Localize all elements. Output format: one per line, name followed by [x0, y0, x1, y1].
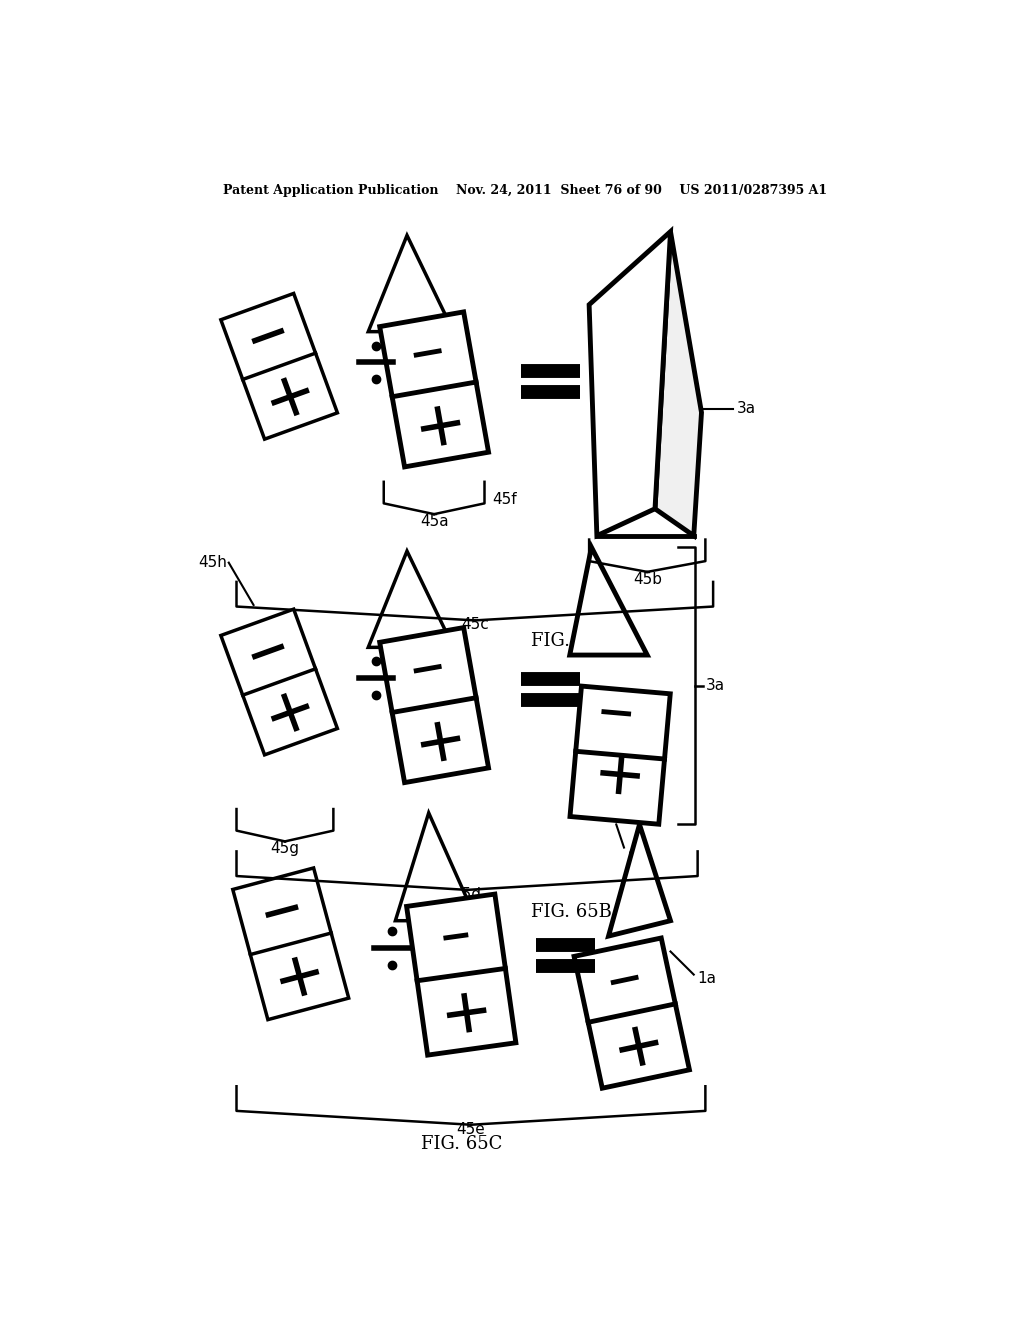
Polygon shape	[589, 231, 671, 536]
Text: FIG. 65B: FIG. 65B	[531, 903, 612, 921]
Polygon shape	[380, 312, 488, 467]
Polygon shape	[380, 627, 488, 783]
Text: 45f: 45f	[493, 492, 517, 507]
Text: 2a: 2a	[628, 851, 647, 866]
Text: 45c: 45c	[461, 618, 488, 632]
Text: 45b: 45b	[633, 572, 662, 587]
Text: 1a: 1a	[697, 972, 717, 986]
Polygon shape	[395, 813, 477, 921]
Text: 45e: 45e	[457, 1122, 485, 1137]
Polygon shape	[221, 609, 337, 755]
Text: 45d: 45d	[453, 887, 481, 902]
Polygon shape	[407, 894, 516, 1055]
Text: 45g: 45g	[270, 841, 299, 857]
Polygon shape	[655, 231, 701, 536]
Polygon shape	[369, 235, 454, 331]
Polygon shape	[569, 548, 647, 655]
Polygon shape	[221, 293, 337, 440]
Text: FIG. 65C: FIG. 65C	[421, 1135, 502, 1152]
Polygon shape	[574, 939, 689, 1088]
Polygon shape	[232, 869, 349, 1019]
Text: 45a: 45a	[420, 515, 449, 529]
Text: 3a: 3a	[707, 678, 725, 693]
Polygon shape	[608, 825, 671, 936]
Text: 45h: 45h	[199, 556, 227, 570]
Text: Patent Application Publication    Nov. 24, 2011  Sheet 76 of 90    US 2011/02873: Patent Application Publication Nov. 24, …	[223, 185, 826, 197]
Text: FIG. 65A: FIG. 65A	[531, 632, 611, 649]
Polygon shape	[570, 686, 671, 824]
Polygon shape	[369, 552, 454, 647]
Text: 3a: 3a	[736, 401, 756, 416]
